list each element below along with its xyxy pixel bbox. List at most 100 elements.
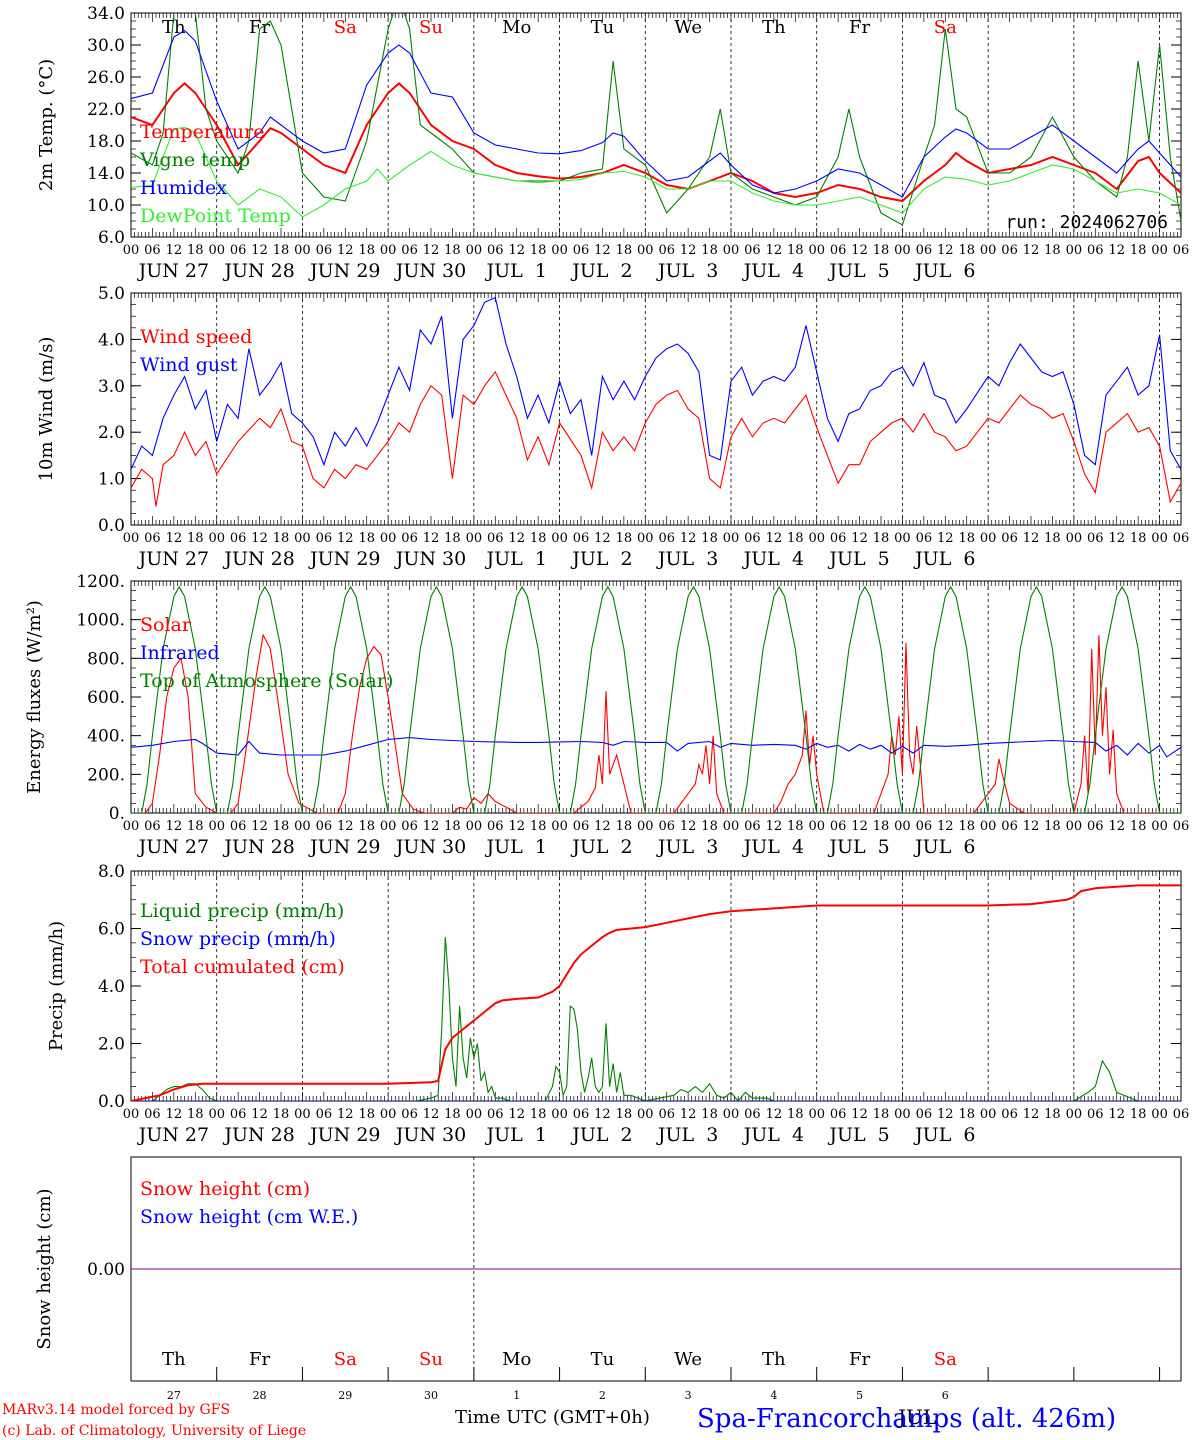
hour-tick-label: 12 [680,531,697,546]
hour-tick-label: 06 [744,819,761,834]
month-label: JUL [896,1405,936,1429]
legend-entry: Vigne temp [139,149,250,171]
hour-tick-label: 00 [1066,819,1083,834]
legend-entry: Top of Atmosphere (Solar) [140,670,393,692]
hour-tick-label: 18 [873,1107,890,1122]
hour-tick-label: 00 [1066,1107,1083,1122]
hour-tick-label: 06 [401,1107,418,1122]
hour-tick-label: 06 [1087,531,1104,546]
y-axis-label: 10m Wind (m/s) [36,337,57,482]
hour-tick-label: 18 [701,531,718,546]
legend-entry: Total cumulated (cm) [140,956,345,978]
hour-tick-label: 06 [144,819,161,834]
hour-tick-label: 12 [937,1107,954,1122]
date-label: JUN 29 [308,1124,380,1146]
hour-tick-label: 12 [508,1107,525,1122]
series-line-1-1 [131,82,1181,203]
y-tick-label: 18.0 [87,132,125,152]
y-tick-label: 0.0 [98,1092,125,1112]
hour-tick-label: 00 [980,1107,997,1122]
hour-tick-label: 06 [401,531,418,546]
y-axis-label: Precip (mm/h) [46,921,67,1051]
hour-tick-label: 18 [616,531,633,546]
date-label: JUL 2 [570,260,632,282]
legend-entry: Humidex [140,177,227,199]
y-tick-label: 5.0 [98,284,125,304]
hour-tick-label: 12 [251,819,268,834]
weekday-label: We [674,1349,702,1370]
hour-tick-label: 18 [273,531,290,546]
hour-tick-label: 18 [787,531,804,546]
hour-tick-label: 12 [337,1107,354,1122]
hour-tick-label: 12 [594,1107,611,1122]
hour-tick-label: 06 [487,531,504,546]
hour-tick-label: 06 [916,243,933,258]
time-axis-label: Time UTC (GMT+0h) [455,1407,650,1428]
hour-tick-label: 00 [980,531,997,546]
date-label: JUL 1 [485,548,547,570]
lab-credit: (c) Lab. of Climatology, University of L… [2,1423,306,1439]
date-label: JUN 29 [308,836,380,858]
hour-tick-label: 12 [680,1107,697,1122]
y-tick-label: 2.0 [98,1035,125,1055]
panel-5: Th 27 Fr 28 Sa 29 Su 30 Mo 1 Tu 2 We 3 Th 4 Fr 5 Sa 6 0.00 Sn… [34,1156,1182,1402]
hour-tick-label: 18 [187,819,204,834]
hour-tick-label: 00 [1151,819,1168,834]
hour-tick-label: 12 [337,243,354,258]
hour-tick-label: 06 [830,1107,847,1122]
hour-tick-label: 00 [123,819,140,834]
hour-tick-label: 18 [787,1107,804,1122]
date-label: JUL 5 [827,260,889,282]
y-tick-label: 0.00 [87,1260,125,1280]
series-line-3-3 [131,585,1181,813]
hour-tick-label: 06 [1087,243,1104,258]
hour-tick-label: 00 [723,819,740,834]
hour-tick-label: 18 [958,531,975,546]
y-tick-label: 14.0 [87,164,125,184]
hour-tick-label: 12 [937,819,954,834]
hour-tick-label: 06 [916,1107,933,1122]
date-label: JUN 29 [308,260,380,282]
hour-tick-label: 12 [1023,243,1040,258]
hour-tick-label: 06 [658,1107,675,1122]
y-tick-label: 30.0 [87,36,125,56]
hour-tick-label: 06 [744,531,761,546]
hour-tick-label: 12 [1023,531,1040,546]
hour-tick-label: 18 [273,243,290,258]
hour-tick-label: 00 [894,1107,911,1122]
hour-tick-label: 00 [466,819,483,834]
hour-tick-label: 00 [294,1107,311,1122]
hour-tick-label: 12 [508,531,525,546]
legend-entry: DewPoint Temp [140,205,291,227]
panel-3: 00 06 12 18 00 06 12 18 00 06 12 18 00 06 12 18 00 06 12 18… [24,572,1189,858]
hour-tick-label: 06 [487,1107,504,1122]
hour-tick-label: 12 [937,531,954,546]
hour-tick-label: 12 [1108,1107,1125,1122]
hour-tick-label: 18 [187,531,204,546]
hour-tick-label: 18 [1130,819,1147,834]
hour-tick-label: 12 [594,531,611,546]
date-label: JUL 6 [913,548,975,570]
hour-tick-label: 06 [830,819,847,834]
hour-tick-label: 00 [980,243,997,258]
weekday-label: Su [419,17,443,38]
hour-tick-label: 06 [316,531,333,546]
y-tick-label: 0. [109,804,125,824]
hour-tick-label: 00 [123,1107,140,1122]
hour-tick-label: 12 [508,819,525,834]
hour-tick-label: 00 [637,1107,654,1122]
hour-tick-label: 00 [380,1107,397,1122]
panel-2: 00 06 12 18 00 06 12 18 00 06 12 18 00 06 12 18 00 06 12 18… [36,284,1189,570]
model-credit: MARv3.14 model forced by GFS [2,1402,230,1418]
day-number-label: 4 [770,1389,777,1402]
legend-entry: Snow precip (mm/h) [140,928,336,950]
hour-tick-label: 12 [1023,1107,1040,1122]
date-label: JUL 3 [656,260,718,282]
hour-tick-label: 06 [1001,819,1018,834]
hour-tick-label: 06 [830,531,847,546]
hour-tick-label: 18 [530,819,547,834]
weekday-label: Th [162,17,186,38]
date-label: JUL 5 [827,548,889,570]
y-tick-label: 3.0 [98,377,125,397]
series-line-2-2 [131,296,1181,470]
